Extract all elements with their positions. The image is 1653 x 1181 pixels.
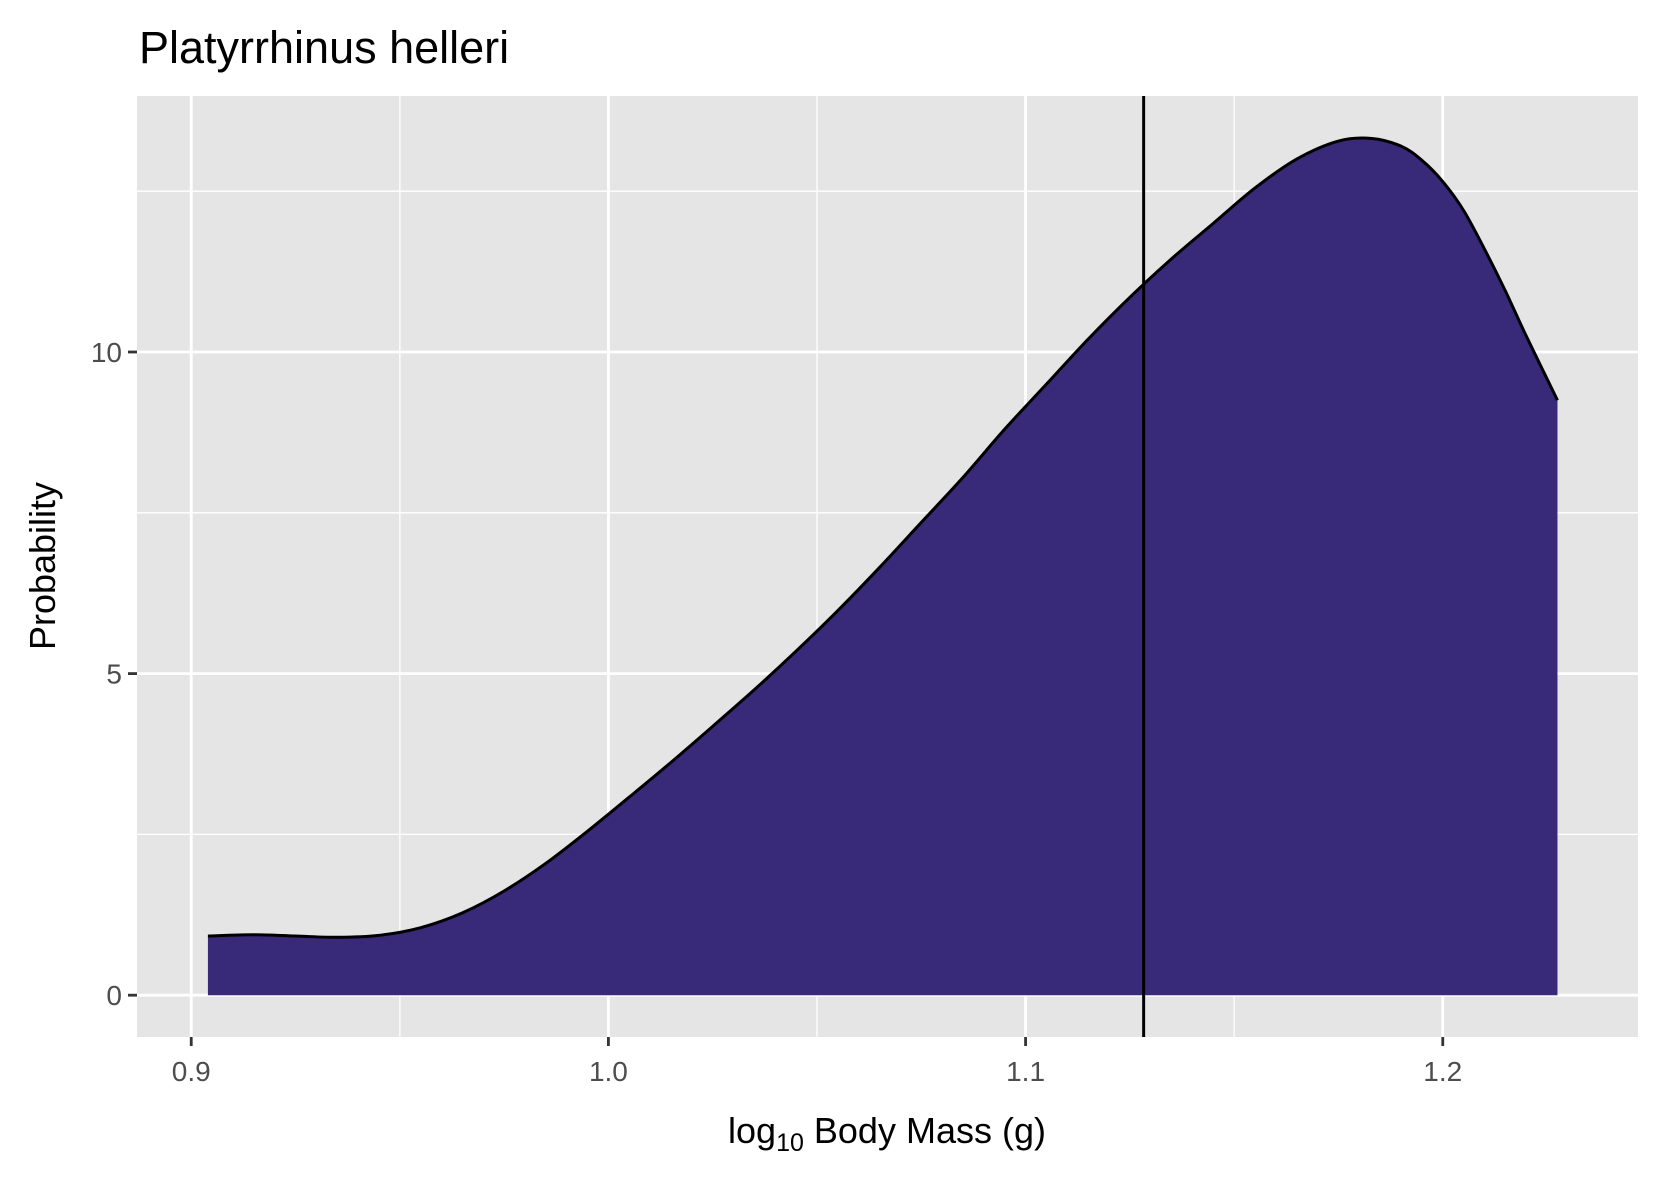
chart-title: Platyrrhinus helleri xyxy=(139,22,509,73)
x-axis-title: log10 Body Mass (g) xyxy=(728,1110,1046,1157)
x-tick-label: 1.0 xyxy=(589,1056,628,1087)
y-tick-label: 0 xyxy=(106,980,122,1011)
x-tick-label: 1.1 xyxy=(1006,1056,1045,1087)
x-axis-title-base: log xyxy=(728,1110,776,1151)
x-tick-labels: 0.9 1.0 1.1 1.2 xyxy=(172,1056,1462,1087)
x-axis-title-rest: Body Mass (g) xyxy=(804,1110,1046,1151)
y-axis-title: Probability xyxy=(22,482,63,650)
x-tick-label: 0.9 xyxy=(172,1056,211,1087)
density-area xyxy=(207,137,1558,996)
axis-ticks xyxy=(128,350,1445,1046)
y-tick-label: 5 xyxy=(106,659,122,690)
density-curve xyxy=(207,136,1559,939)
y-tick-label: 10 xyxy=(91,337,122,368)
y-tick-labels: 0 5 10 xyxy=(91,337,122,1011)
x-axis-title-subscript: 10 xyxy=(776,1129,804,1157)
x-tick-label: 1.2 xyxy=(1423,1056,1462,1087)
